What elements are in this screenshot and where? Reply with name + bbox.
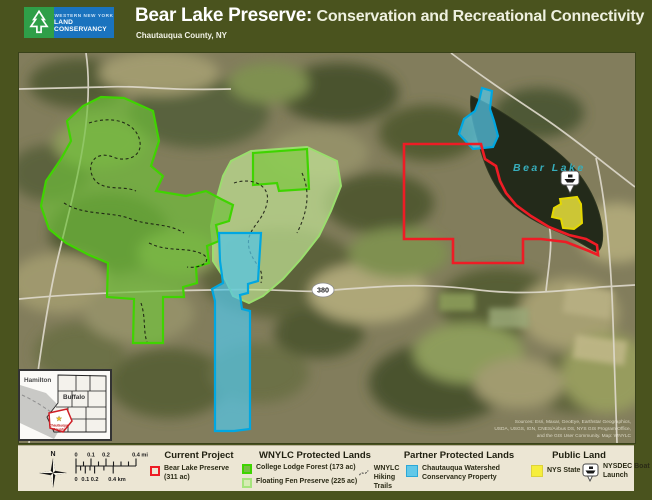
scale-mi-0: 0	[74, 453, 77, 459]
legend-wnylc-title: WNYLC Protected Lands	[259, 450, 371, 461]
legend-bar: N 0 0.1 0.2	[18, 445, 650, 491]
scale-bar: 0 0.1 0.2 0.4 mi 0 0.1 0.2 0.4 km	[74, 453, 148, 484]
current-project-label: Bear Lake Preserve (311 ac)	[164, 465, 229, 481]
college-lodge-parcel2	[251, 147, 311, 193]
college-lodge-label: College Lodge Forest (173 ac)	[256, 464, 356, 471]
county-star-icon: ★	[56, 415, 62, 423]
scale-km-01: 0.1	[81, 477, 89, 483]
inset-svg: ★ Chautauqua County Hamilton Buffalo	[20, 371, 110, 439]
county-label-2: County	[53, 428, 65, 432]
svg-text:Sources: Esri, Maxar, GeoEye,: Sources: Esri, Maxar, GeoEye, Earthstar …	[515, 419, 631, 425]
hamilton-label: Hamilton	[24, 377, 51, 384]
hiking-trail-icon	[359, 470, 369, 476]
logo-tree-box	[24, 7, 54, 38]
route-380-label: 380	[317, 286, 329, 295]
buffalo-label: Buffalo	[63, 394, 85, 401]
bear-lake-preserve-outline	[402, 142, 600, 265]
compass-rose-icon: N	[39, 451, 67, 488]
page-title: Bear Lake Preserve: Conservation and Rec…	[135, 5, 644, 27]
hiking-trails-label: WNYLC Hiking Trails	[373, 465, 400, 490]
scale-km-0: 0	[74, 477, 77, 483]
scale-mi-04: 0.4 mi	[132, 453, 148, 459]
hiking-trails	[63, 119, 308, 343]
title-subtopic: Conservation and Recreational Connectivi…	[316, 8, 645, 25]
logo-line2: LAND CONSERVANCY	[54, 18, 107, 33]
legend-partner: Partner Protected Lands Chautauqua Water…	[400, 450, 518, 481]
boat-launch-legend-icon	[582, 463, 599, 483]
legend-wnylc: WNYLC Protected Lands College Lodge Fore…	[240, 450, 412, 490]
logo-wordmark: WESTERN NEW YORK LAND CONSERVANCY	[54, 7, 114, 38]
legend-public: Public Land NYS State NYSDEC Boat Launch	[510, 450, 650, 483]
legend-public-title: Public Land	[552, 450, 606, 461]
compass-north-label: N	[50, 451, 55, 458]
bear-lake-label: Bear Lake	[513, 162, 586, 174]
chautauqua-county-shape	[48, 408, 73, 433]
tree-icon	[29, 9, 49, 34]
county-label-1: Chautauqua	[49, 424, 69, 428]
scale-km-04: 0.4 km	[108, 477, 125, 483]
legend-current-project: Current Project Bear Lake Preserve (311 …	[148, 450, 250, 481]
college-lodge-swatch	[242, 464, 252, 474]
nys-state-polygon	[550, 195, 584, 231]
scale-km-02: 0.2	[91, 477, 99, 483]
legend-current-title: Current Project	[164, 450, 234, 461]
title-main: Bear Lake Preserve:	[135, 5, 313, 26]
title-county: Chautauqua County, NY	[136, 31, 227, 40]
nys-state-swatch	[531, 465, 543, 477]
locator-inset-map: ★ Chautauqua County Hamilton Buffalo	[18, 369, 112, 441]
scale-mi-02: 0.2	[102, 453, 110, 459]
route-380-shield: 380	[311, 282, 335, 298]
watershed-swatch	[406, 465, 418, 477]
watershed-polygon-south	[210, 231, 263, 433]
floating-fen-label: Floating Fen Preserve (225 ac)	[256, 478, 358, 485]
watershed-label: Chautauqua Watershed Conservancy Propert…	[422, 465, 500, 481]
current-project-swatch	[150, 466, 160, 476]
legend-partner-title: Partner Protected Lands	[403, 450, 515, 461]
map-attribution: Sources: Esri, Maxar, GeoEye, Earthstar …	[494, 419, 631, 439]
boat-launch-label: NYSDEC Boat Launch	[603, 463, 650, 479]
svg-text:and the GIS User Community. Ma: and the GIS User Community. Map: WNYLC	[537, 433, 632, 439]
svg-text:USDA, USGS, IGN, CNES/Airbus D: USDA, USGS, IGN, CNES/Airbus DS, NYS GIS…	[494, 426, 631, 432]
scale-mi-01: 0.1	[87, 453, 95, 459]
logo-line1: WESTERN NEW YORK	[54, 12, 114, 18]
college-lodge-polygon	[39, 95, 235, 345]
boat-launch-marker-icon	[560, 170, 580, 194]
main-map: 380 Bear Lake Sources: Esri, Maxar, GeoE…	[18, 52, 636, 444]
floating-fen-swatch	[242, 478, 252, 488]
nys-state-label: NYS State	[547, 467, 581, 474]
